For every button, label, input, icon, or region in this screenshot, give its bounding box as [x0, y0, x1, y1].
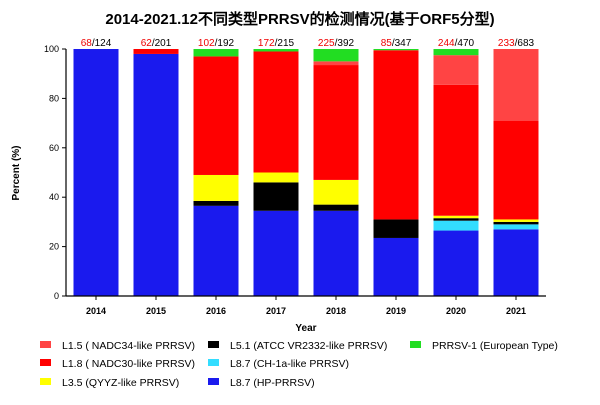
y-tick-label: 80 — [49, 93, 59, 103]
legend-label: L5.1 (ATCC VR2332-like PRRSV) — [230, 340, 387, 352]
bar-segment — [73, 49, 119, 296]
legend-swatch — [410, 341, 421, 348]
legend-swatch — [208, 378, 219, 385]
count-total: /683 — [515, 38, 535, 49]
count-label: 233/683 — [498, 38, 535, 49]
bar-segment — [193, 174, 239, 201]
x-tick-label: 2019 — [386, 306, 406, 316]
count-positive: 68 — [81, 38, 93, 49]
count-positive: 172 — [258, 38, 275, 49]
bar-segment — [373, 49, 419, 51]
y-tick-label: 0 — [54, 291, 59, 301]
legend-label: L8.7 (CH-1a-like PRRSV) — [230, 358, 349, 370]
bar-segment — [373, 219, 419, 238]
count-positive: 102 — [198, 38, 215, 49]
bar-segment — [253, 182, 299, 211]
legend-swatch — [40, 341, 51, 348]
bar-segment — [433, 49, 479, 56]
bar-segment — [433, 230, 479, 296]
bar-segment — [253, 49, 299, 52]
legend-label: L3.5 (QYYZ-like PRRSV) — [62, 377, 179, 389]
count-label: 225/392 — [318, 38, 355, 49]
count-total: /201 — [152, 38, 172, 49]
bar-segment — [373, 50, 419, 220]
bar-segment — [253, 172, 299, 183]
legend-label: L1.8 ( NADC30-like PRRSV) — [62, 358, 195, 370]
x-tick-label: 2017 — [266, 306, 286, 316]
x-tick-label: 2016 — [206, 306, 226, 316]
count-total: /124 — [92, 38, 112, 49]
legend-label: L1.5 ( NADC34-like PRRSV) — [62, 340, 195, 352]
x-tick-label: 2018 — [326, 306, 346, 316]
count-label: 244/470 — [438, 38, 475, 49]
y-tick-label: 100 — [44, 44, 59, 54]
bar-segment — [253, 51, 299, 173]
count-positive: 244 — [438, 38, 455, 49]
count-label: 68/124 — [81, 38, 112, 49]
count-positive: 62 — [141, 38, 153, 49]
bar-segment — [493, 229, 539, 296]
x-tick-label: 2014 — [86, 306, 106, 316]
bar-segment — [493, 120, 539, 220]
bar-segment — [133, 49, 179, 54]
count-total: /470 — [455, 38, 475, 49]
count-total: /215 — [275, 38, 295, 49]
bar-segment — [313, 204, 359, 211]
legend-swatch — [40, 378, 51, 385]
x-tick-label: 2015 — [146, 306, 166, 316]
bar-segment — [313, 210, 359, 296]
count-label: 85/347 — [381, 38, 412, 49]
count-total: /347 — [392, 38, 412, 49]
bar-segment — [493, 219, 539, 222]
y-axis-label: Percent (%) — [11, 145, 22, 200]
bar-segment — [493, 224, 539, 230]
y-tick-label: 20 — [49, 242, 59, 252]
bar-segment — [313, 61, 359, 66]
legend-label: PRRSV-1 (European Type) — [432, 340, 558, 352]
legend-label: L8.7 (HP-PRRSV) — [230, 377, 315, 389]
count-total: /392 — [335, 38, 355, 49]
x-tick-label: 2020 — [446, 306, 466, 316]
bar-segment — [253, 210, 299, 296]
bar-segment — [433, 84, 479, 216]
bar-segment — [493, 221, 539, 225]
x-axis-label: Year — [295, 323, 316, 334]
legend-swatch — [208, 341, 219, 348]
count-total: /192 — [215, 38, 235, 49]
count-positive: 225 — [318, 38, 335, 49]
y-tick-label: 40 — [49, 192, 59, 202]
bar-segment — [313, 49, 359, 62]
bar-segment — [313, 179, 359, 205]
bar-segment — [373, 237, 419, 296]
legend: L1.5 ( NADC34-like PRRSV) L5.1 (ATCC VR23… — [40, 340, 558, 389]
bar-segment — [433, 55, 479, 85]
count-label: 102/192 — [198, 38, 235, 49]
y-tick-label: 60 — [49, 143, 59, 153]
count-label: 62/201 — [141, 38, 172, 49]
legend-swatch — [40, 359, 51, 366]
bar-segment — [313, 65, 359, 180]
bar-segment — [133, 53, 179, 296]
bar-segment — [193, 49, 239, 57]
count-label: 172/215 — [258, 38, 295, 49]
bar-segment — [193, 205, 239, 296]
plot-area: 2014 68/124 2015 62/201 2016 102/192 2017 172/2… — [44, 38, 546, 316]
count-positive: 233 — [498, 38, 515, 49]
count-positive: 85 — [381, 38, 393, 49]
bar-segment — [433, 220, 479, 231]
legend-swatch — [208, 359, 219, 366]
chart-title: 2014-2021.12不同类型PRRSV的检测情况(基于ORF5分型) — [105, 10, 494, 28]
bar-segment — [433, 218, 479, 221]
bar-segment — [493, 49, 539, 121]
bar-segment — [433, 215, 479, 219]
x-tick-label: 2021 — [506, 306, 526, 316]
bar-segment — [193, 200, 239, 206]
bar-segment — [193, 56, 239, 175]
